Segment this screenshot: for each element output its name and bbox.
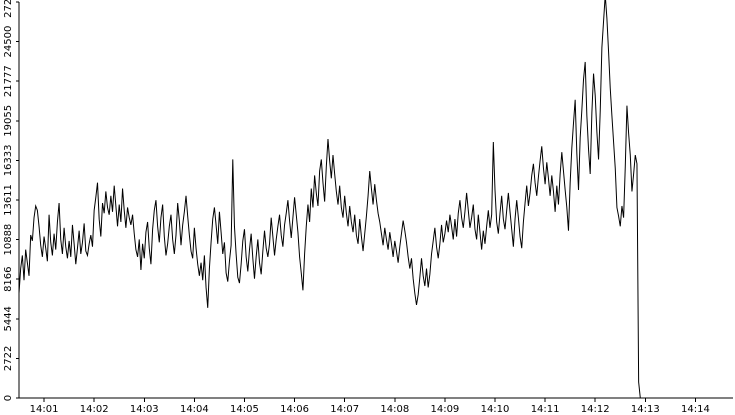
series-line (18, 0, 733, 399)
y-tick-label: 13611 (3, 184, 14, 216)
y-tick-label: 19055 (3, 105, 14, 137)
x-tick-label: 14:05 (230, 404, 259, 415)
x-tick-label: 14:04 (180, 404, 209, 415)
x-axis: 14:01 14:02 14:03 14:04 14:05 14:06 14:07 14:08… (19, 397, 733, 415)
y-tick-label: 10888 (3, 224, 14, 256)
x-tick-label: 14:03 (130, 404, 159, 415)
x-tick-label: 14:09 (430, 404, 459, 415)
x-tick-label: 14:06 (280, 404, 309, 415)
y-tick-label: 2722 (3, 346, 14, 371)
y-tick-label: 16333 (3, 144, 14, 176)
x-tick-label: 14:01 (30, 404, 59, 415)
y-tick-label: 5444 (3, 306, 14, 331)
y-axis: 0 2722 5444 8166 10888 13611 16333 19055 21777 24… (3, 0, 20, 401)
y-tick-label: 0 (3, 395, 14, 401)
series-group (18, 0, 733, 399)
y-tick-label: 24500 (3, 26, 14, 58)
x-tick-label: 14:13 (631, 404, 660, 415)
x-tick-label: 14:14 (681, 404, 710, 415)
x-tick-label: 14:10 (481, 404, 510, 415)
x-tick-label: 14:08 (380, 404, 409, 415)
y-tick-label: 21777 (3, 65, 14, 97)
x-tick-label: 14:12 (581, 404, 610, 415)
x-tick-label: 14:11 (531, 404, 560, 415)
y-tick-label: 27222 (3, 0, 14, 18)
x-tick-label: 14:07 (330, 404, 359, 415)
x-tick-label: 14:02 (80, 404, 109, 415)
y-tick-label: 8166 (3, 266, 14, 291)
